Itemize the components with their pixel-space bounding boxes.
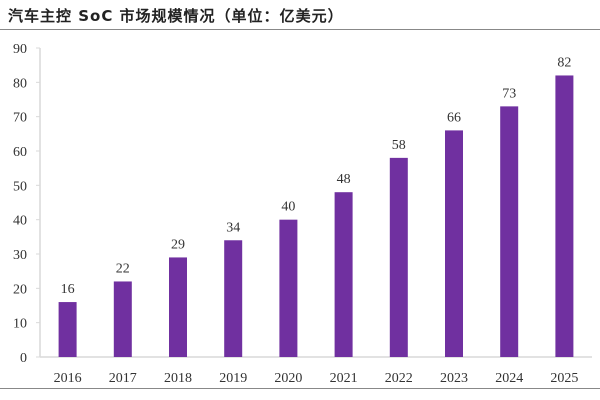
data-label-2018: 29 — [171, 237, 185, 252]
data-label-2021: 48 — [337, 172, 351, 187]
data-label-2017: 22 — [116, 261, 130, 276]
data-label-2022: 58 — [392, 138, 406, 153]
y-tick-label: 0 — [20, 351, 27, 366]
bar-2019 — [224, 240, 243, 357]
y-tick-label: 40 — [13, 214, 27, 229]
bar-2021 — [334, 192, 353, 357]
bar-2020 — [279, 219, 298, 357]
bar-2016 — [58, 302, 77, 357]
y-tick-label: 90 — [13, 42, 27, 57]
bar-2023 — [445, 130, 463, 357]
y-tick-label: 10 — [13, 317, 27, 332]
bar-2018 — [169, 257, 187, 357]
y-tick-label: 30 — [13, 248, 27, 263]
data-label-2020: 40 — [281, 200, 295, 215]
x-tick-label: 2020 — [274, 371, 302, 386]
x-tick-label: 2017 — [109, 371, 137, 386]
y-tick-label: 60 — [13, 145, 27, 160]
bottom-divider — [0, 388, 600, 389]
data-label-2025: 82 — [557, 55, 571, 70]
x-tick-label: 2021 — [330, 371, 358, 386]
x-tick-label: 2019 — [219, 371, 247, 386]
y-tick-label: 20 — [13, 282, 27, 297]
bar-2017 — [113, 281, 132, 357]
y-tick-label: 50 — [13, 179, 27, 194]
x-tick-label: 2023 — [440, 371, 468, 386]
bar-2025 — [555, 75, 574, 357]
x-tick-label: 2022 — [385, 371, 413, 386]
x-tick-label: 2016 — [54, 371, 82, 386]
data-label-2023: 66 — [447, 110, 461, 125]
x-tick-label: 2025 — [550, 371, 578, 386]
bar-2022 — [389, 157, 408, 357]
bar-2024 — [500, 106, 519, 357]
y-tick-label: 70 — [13, 111, 27, 126]
data-label-2024: 73 — [502, 86, 516, 101]
data-label-2019: 34 — [226, 220, 240, 235]
title-divider — [0, 29, 600, 30]
chart-title: 汽车主控 SoC 市场规模情况（单位：亿美元） — [8, 7, 344, 25]
y-tick-label: 80 — [13, 76, 27, 91]
x-tick-label: 2018 — [164, 371, 192, 386]
data-label-2016: 16 — [61, 282, 75, 297]
x-tick-label: 2024 — [495, 371, 523, 386]
